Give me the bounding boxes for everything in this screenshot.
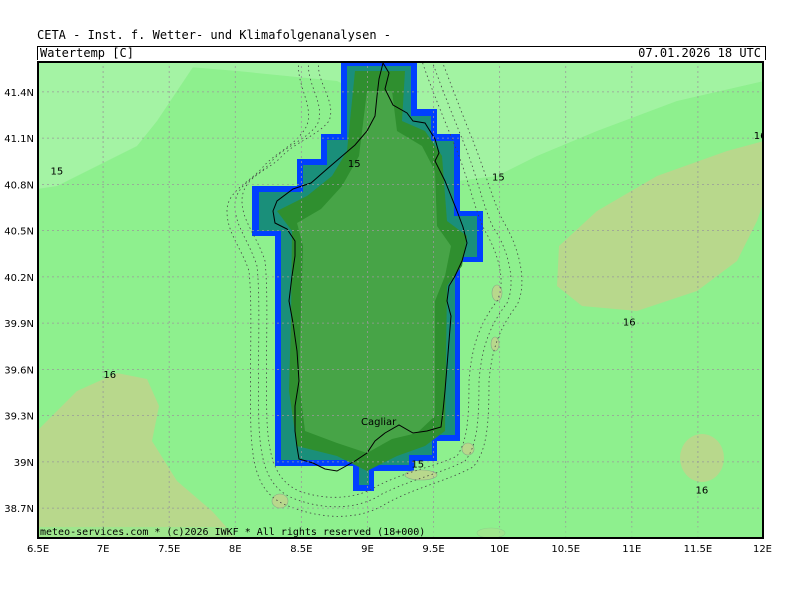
- contour-label: 16: [103, 370, 116, 381]
- lat-tick-label: 38.7N: [4, 504, 34, 515]
- contour-label: 15: [348, 159, 361, 170]
- contour-label: 15: [411, 459, 424, 470]
- variable-label: Watertemp [C]: [40, 46, 134, 60]
- contour-label: 16: [623, 318, 636, 329]
- lat-tick-labels: 38.7N 39N 39.3N 39.6N 39.9N 40.2N 40.5N 40.8N 41…: [4, 88, 34, 515]
- lat-tick-label: 39.9N: [4, 319, 34, 330]
- lat-tick-label: 41.4N: [4, 88, 34, 99]
- island-south: [404, 469, 438, 481]
- lat-tick-label: 40.2N: [4, 273, 34, 284]
- lat-tick-label: 39.6N: [4, 365, 34, 376]
- island-east: [490, 336, 500, 352]
- lat-tick-label: 41.1N: [4, 134, 34, 145]
- lon-tick-label: 10.5E: [551, 544, 580, 555]
- land-interior: [297, 91, 451, 453]
- map-canvas: 15 15 15 16 16 16 15 16 Cagliar: [37, 61, 764, 539]
- valid-time: 07.01.2026 18 UTC: [638, 46, 761, 60]
- lat-tick-label: 40.5N: [4, 227, 34, 238]
- island-sant-antioco: [271, 493, 289, 509]
- island-southeast: [461, 442, 475, 456]
- contour-label: 16: [754, 131, 764, 142]
- contour-label: 15: [492, 173, 505, 184]
- sea-region-below-15: [37, 61, 197, 189]
- map-frame: [37, 61, 764, 539]
- sea-region-above-16-sw: [37, 373, 237, 539]
- lon-tick-label: 8E: [229, 544, 242, 555]
- sea-region-above-16-east: [557, 141, 764, 311]
- map-panel: 15 15 15 16 16 16 15 16 Cagliar: [37, 61, 764, 539]
- lon-tick-label: 6.5E: [27, 544, 49, 555]
- lon-tick-label: 10E: [490, 544, 509, 555]
- lon-tick-label: 11E: [622, 544, 641, 555]
- lat-tick-label: 39N: [14, 458, 34, 469]
- credit-text: meteo-services.com * (c)2026 IWKF * All …: [40, 527, 426, 538]
- title-bar: Watertemp [C] 07.01.2026 18 UTC: [37, 46, 766, 60]
- lon-tick-label: 7E: [97, 544, 110, 555]
- credit-strip: [37, 527, 764, 539]
- place-label-cagliari: Cagliar: [361, 417, 397, 428]
- lat-lon-grid: [37, 61, 764, 539]
- lat-tick-label: 39.3N: [4, 412, 34, 423]
- header-org: CETA - Inst. f. Wetter- und Klimafolgena…: [37, 28, 392, 42]
- lon-tick-label: 9E: [361, 544, 374, 555]
- lon-tick-label: 7.5E: [158, 544, 180, 555]
- sea-region-above-16-se: [680, 434, 724, 482]
- lat-tick-label: 40.8N: [4, 180, 34, 191]
- contour-labels: 15 15 15 16 16 16 15 16: [51, 131, 764, 497]
- contour-label: 16: [696, 486, 709, 497]
- lon-tick-label: 12E: [753, 544, 772, 555]
- lon-tick-label: 11.5E: [684, 544, 713, 555]
- lon-tick-labels: 6.5E 7E 7.5E 8E 8.5E 9E 9.5E 10E 10.5E 11E 11.5E 12…: [27, 544, 772, 555]
- sea-region-north-below-15: [117, 61, 764, 181]
- lon-tick-label: 9.5E: [422, 544, 444, 555]
- sardinia-coastline: [272, 61, 468, 472]
- contour-label: 15: [51, 166, 64, 177]
- lon-tick-label: 8.5E: [290, 544, 312, 555]
